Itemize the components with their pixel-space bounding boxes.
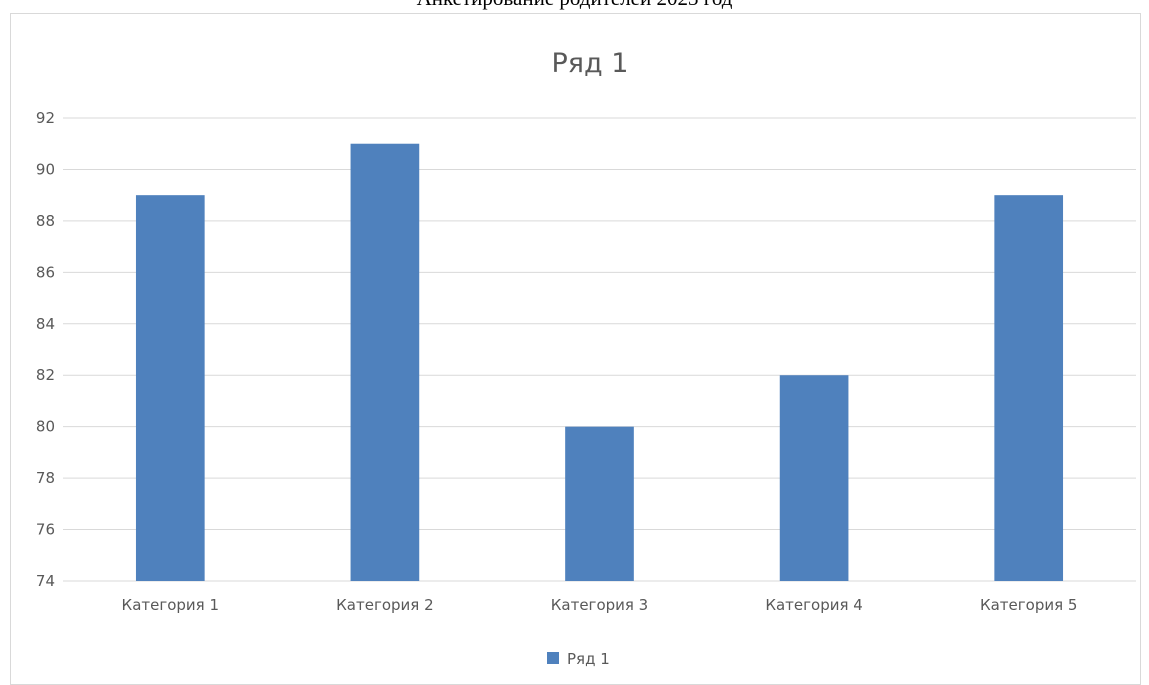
bar (779, 375, 849, 581)
y-tick-label: 80 (36, 418, 55, 436)
y-tick-label: 82 (36, 366, 55, 384)
y-tick-label: 90 (36, 160, 55, 178)
chart-title: Ряд 1 (552, 48, 629, 79)
x-tick-label: Категория 2 (336, 596, 433, 614)
bar (565, 426, 634, 581)
x-tick-label: Категория 3 (551, 596, 648, 614)
x-tick-label: Категория 1 (122, 596, 219, 614)
y-axis-ticks: 74 76 78 80 82 84 86 88 90 92 (36, 109, 55, 590)
x-axis-ticks: Категория 1 Категория 2 Категория 3 Категор… (122, 596, 1078, 614)
y-tick-label: 78 (36, 469, 55, 487)
x-tick-label: Категория 4 (765, 596, 862, 614)
y-tick-label: 74 (36, 572, 55, 590)
legend: Ряд 1 (547, 650, 610, 668)
y-tick-label: 76 (36, 521, 55, 539)
bar (135, 195, 205, 581)
bars (135, 143, 1064, 581)
y-tick-label: 92 (36, 109, 55, 127)
bar (350, 143, 420, 581)
y-tick-label: 84 (36, 315, 55, 333)
x-tick-label: Категория 5 (980, 596, 1077, 614)
y-tick-label: 86 (36, 263, 55, 281)
document-heading: Анкетирование родителей 2023 год (0, 0, 1149, 11)
legend-label: Ряд 1 (567, 650, 610, 668)
legend-swatch (547, 652, 559, 664)
bar (994, 195, 1064, 581)
y-tick-label: 88 (36, 212, 55, 230)
